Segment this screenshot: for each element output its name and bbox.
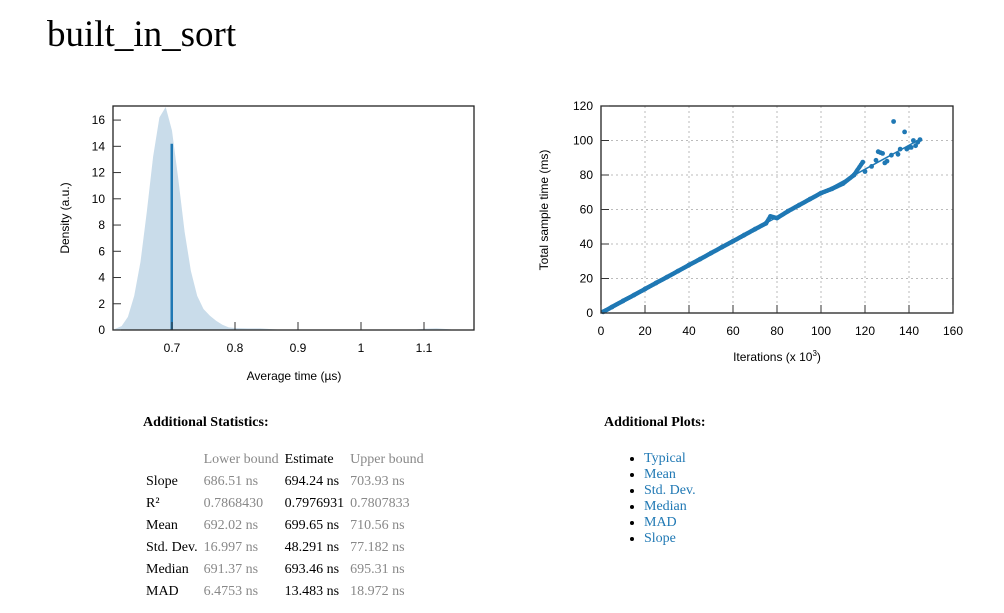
svg-text:100: 100 [811, 324, 831, 338]
y-axis-ticks: 0 2 4 6 8 10 12 14 16 [92, 113, 121, 337]
table-row: R² 0.7868430 0.7976931 0.7807833 [143, 493, 427, 515]
plot-link-mad[interactable]: MAD [644, 515, 677, 530]
lower-bound-cell: 16.997 ns [203, 540, 259, 555]
lower-bound-cell: 691.37 ns [203, 562, 259, 577]
pdf-chart: 0 2 4 6 8 10 12 14 16 0.7 0.8 0.9 1 1.1 Density (a.u… [58, 105, 475, 383]
svg-text:14: 14 [92, 139, 106, 153]
upper-bound-cell: 695.31 ns [350, 562, 405, 577]
svg-text:120: 120 [855, 324, 875, 338]
x-axis-ticks: 0 20 40 60 80 100 120 140 160 [598, 305, 963, 338]
svg-text:60: 60 [580, 203, 594, 217]
plot-link-typical[interactable]: Typical [644, 451, 686, 466]
lower-bound-cell: 6.4753 ns [203, 584, 259, 599]
svg-text:0.7: 0.7 [164, 341, 181, 355]
x-axis-ticks: 0.7 0.8 0.9 1 1.1 [164, 322, 433, 355]
svg-text:8: 8 [98, 218, 105, 232]
grid-lines [601, 106, 953, 313]
table-row: Std. Dev. 16.997 ns 48.291 ns 77.182 ns [143, 537, 427, 559]
svg-text:140: 140 [899, 324, 919, 338]
table-row: Median 691.37 ns 693.46 ns 695.31 ns [143, 559, 427, 581]
svg-text:120: 120 [573, 99, 593, 113]
additional-plots-list: TypicalMeanStd. Dev.MedianMADSlope [604, 451, 696, 547]
svg-text:100: 100 [573, 134, 593, 148]
svg-text:0: 0 [586, 306, 593, 320]
upper-bound-cell: 18.972 ns [350, 584, 405, 599]
page-title: built_in_sort [47, 14, 237, 55]
additional-plots-heading: Additional Plots: [604, 415, 706, 430]
svg-text:0.8: 0.8 [227, 341, 244, 355]
svg-text:0: 0 [598, 324, 605, 338]
svg-text:4: 4 [98, 271, 105, 285]
svg-text:80: 80 [770, 324, 784, 338]
y-axis-label: Total sample time (ms) [537, 150, 551, 271]
list-item: Std. Dev. [644, 483, 696, 499]
table-row: Slope 686.51 ns 694.24 ns 703.93 ns [143, 471, 427, 493]
table-row: MAD 6.4753 ns 13.483 ns 18.972 ns [143, 581, 427, 603]
svg-text:1.1: 1.1 [416, 341, 433, 355]
y-axis-label: Density (a.u.) [58, 182, 72, 253]
upper-bound-cell: 703.93 ns [350, 474, 405, 489]
table-row: Mean 692.02 ns 699.65 ns 710.56 ns [143, 515, 427, 537]
svg-text:40: 40 [580, 237, 594, 251]
upper-bound-cell: 77.182 ns [350, 540, 405, 555]
svg-text:20: 20 [580, 272, 594, 286]
statistics-table: Lower bound Estimate Upper bound Slope 68… [143, 449, 427, 603]
regression-line [600, 138, 921, 314]
svg-text:16: 16 [92, 113, 106, 127]
plot-link-mean[interactable]: Mean [644, 467, 676, 482]
svg-text:60: 60 [726, 324, 740, 338]
additional-statistics-heading: Additional Statistics: [143, 415, 269, 430]
svg-text:40: 40 [682, 324, 696, 338]
sample-points [600, 119, 923, 315]
lower-bound-cell: 0.7868430 [203, 496, 264, 511]
row-label: Median [146, 562, 189, 577]
plot-link-median[interactable]: Median [644, 499, 687, 514]
svg-text:0.9: 0.9 [290, 341, 307, 355]
list-item: MAD [644, 515, 696, 531]
column-header-lower-bound: Lower bound [203, 452, 279, 467]
svg-text:1: 1 [358, 341, 365, 355]
svg-text:10: 10 [92, 192, 106, 206]
x-axis-label: Iterations (x 103) [733, 349, 821, 364]
svg-text:80: 80 [580, 168, 594, 182]
table-header-row: Lower bound Estimate Upper bound [143, 449, 427, 471]
list-item: Typical [644, 451, 696, 467]
column-header [143, 449, 201, 471]
lower-bound-cell: 692.02 ns [203, 518, 259, 533]
column-header-upper-bound: Upper bound [350, 452, 424, 467]
svg-text:160: 160 [943, 324, 963, 338]
estimate-cell: 694.24 ns [284, 474, 340, 489]
y-axis-ticks: 0 20 40 60 80 100 120 [573, 99, 609, 320]
upper-bound-cell: 0.7807833 [350, 496, 410, 511]
svg-text:0: 0 [98, 323, 105, 337]
list-item: Slope [644, 531, 696, 547]
row-label: Slope [146, 474, 178, 489]
column-header-estimate: Estimate [284, 452, 334, 467]
list-item: Mean [644, 467, 696, 483]
estimate-cell: 693.46 ns [284, 562, 340, 577]
estimate-cell: 699.65 ns [284, 518, 340, 533]
plot-link-std-dev[interactable]: Std. Dev. [644, 483, 696, 498]
lower-bound-cell: 686.51 ns [203, 474, 259, 489]
estimate-cell: 13.483 ns [284, 584, 340, 599]
pdf-density-area [113, 107, 456, 330]
svg-text:12: 12 [92, 166, 106, 180]
x-axis-label: Average time (µs) [247, 369, 342, 383]
plot-link-slope[interactable]: Slope [644, 531, 676, 546]
svg-text:2: 2 [98, 297, 105, 311]
upper-bound-cell: 710.56 ns [350, 518, 405, 533]
regression-chart: 0 20 40 60 80 100 120 0 20 40 60 80 100 120 140 160 To… [537, 99, 963, 364]
row-label: Mean [146, 518, 178, 533]
estimate-cell: 48.291 ns [284, 540, 340, 555]
estimate-cell: 0.7976931 [284, 496, 345, 511]
svg-text:20: 20 [638, 324, 652, 338]
list-item: Median [644, 499, 696, 515]
row-label: Std. Dev. [146, 540, 198, 555]
row-label: R² [146, 496, 160, 511]
row-label: MAD [146, 584, 179, 599]
plot-frame [112, 105, 475, 331]
svg-text:6: 6 [98, 244, 105, 258]
